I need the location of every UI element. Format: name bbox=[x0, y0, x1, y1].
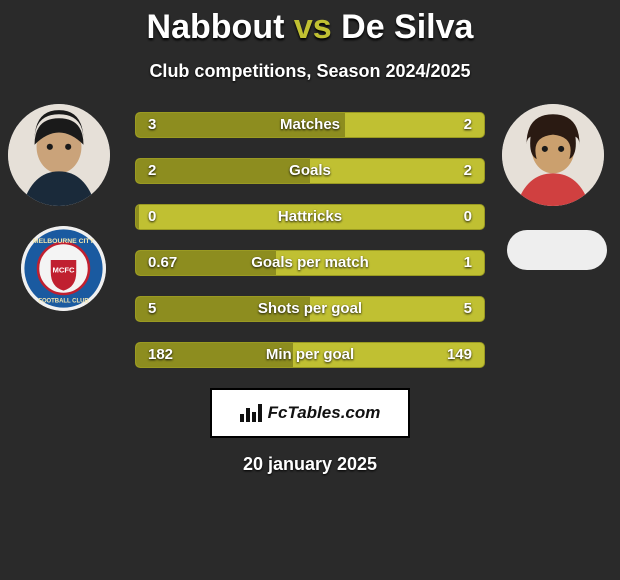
stat-label: Hattricks bbox=[136, 205, 484, 230]
player1-club-badge: MELBOURNE CITY FOOTBALL CLUB MCFC bbox=[21, 226, 106, 311]
stat-bar: 182Min per goal149 bbox=[135, 342, 485, 368]
stat-bar: 0.67Goals per match1 bbox=[135, 250, 485, 276]
main: MELBOURNE CITY FOOTBALL CLUB MCFC bbox=[0, 112, 620, 368]
stat-bar: 5Shots per goal5 bbox=[135, 296, 485, 322]
right-avatars bbox=[502, 104, 612, 270]
stat-label: Goals per match bbox=[136, 251, 484, 276]
stat-bar: 0Hattricks0 bbox=[135, 204, 485, 230]
stat-value-right: 5 bbox=[464, 297, 472, 322]
brand-logo: FcTables.com bbox=[210, 388, 410, 438]
stat-label: Shots per goal bbox=[136, 297, 484, 322]
footer-date: 20 january 2025 bbox=[0, 454, 620, 475]
person-icon bbox=[502, 104, 604, 206]
svg-text:MELBOURNE CITY: MELBOURNE CITY bbox=[32, 238, 94, 245]
vs-text: vs bbox=[294, 8, 332, 46]
chart-icon bbox=[240, 404, 262, 422]
stat-value-right: 0 bbox=[464, 205, 472, 230]
stat-label: Matches bbox=[136, 113, 484, 138]
left-avatars: MELBOURNE CITY FOOTBALL CLUB MCFC bbox=[8, 104, 118, 311]
stat-bar: 3Matches2 bbox=[135, 112, 485, 138]
player1-name: Nabbout bbox=[147, 8, 285, 46]
player2-name: De Silva bbox=[341, 8, 473, 46]
stat-label: Goals bbox=[136, 159, 484, 184]
stat-value-right: 149 bbox=[447, 343, 472, 368]
svg-text:MCFC: MCFC bbox=[52, 266, 75, 275]
player2-club-badge bbox=[507, 230, 607, 270]
stat-label: Min per goal bbox=[136, 343, 484, 368]
container: Nabbout vs De Silva Club competitions, S… bbox=[0, 0, 620, 580]
svg-text:FOOTBALL CLUB: FOOTBALL CLUB bbox=[38, 299, 89, 305]
person-icon bbox=[8, 104, 110, 206]
player2-avatar bbox=[502, 104, 604, 206]
brand-text: FcTables.com bbox=[268, 403, 381, 423]
stat-bar: 2Goals2 bbox=[135, 158, 485, 184]
player1-avatar bbox=[8, 104, 110, 206]
page-title: Nabbout vs De Silva bbox=[0, 0, 620, 47]
stat-bars: 3Matches22Goals20Hattricks00.67Goals per… bbox=[135, 112, 485, 368]
stat-value-right: 2 bbox=[464, 159, 472, 184]
stat-value-right: 1 bbox=[464, 251, 472, 276]
stat-value-right: 2 bbox=[464, 113, 472, 138]
subtitle: Club competitions, Season 2024/2025 bbox=[0, 61, 620, 82]
club-badge-icon: MELBOURNE CITY FOOTBALL CLUB MCFC bbox=[21, 226, 106, 311]
